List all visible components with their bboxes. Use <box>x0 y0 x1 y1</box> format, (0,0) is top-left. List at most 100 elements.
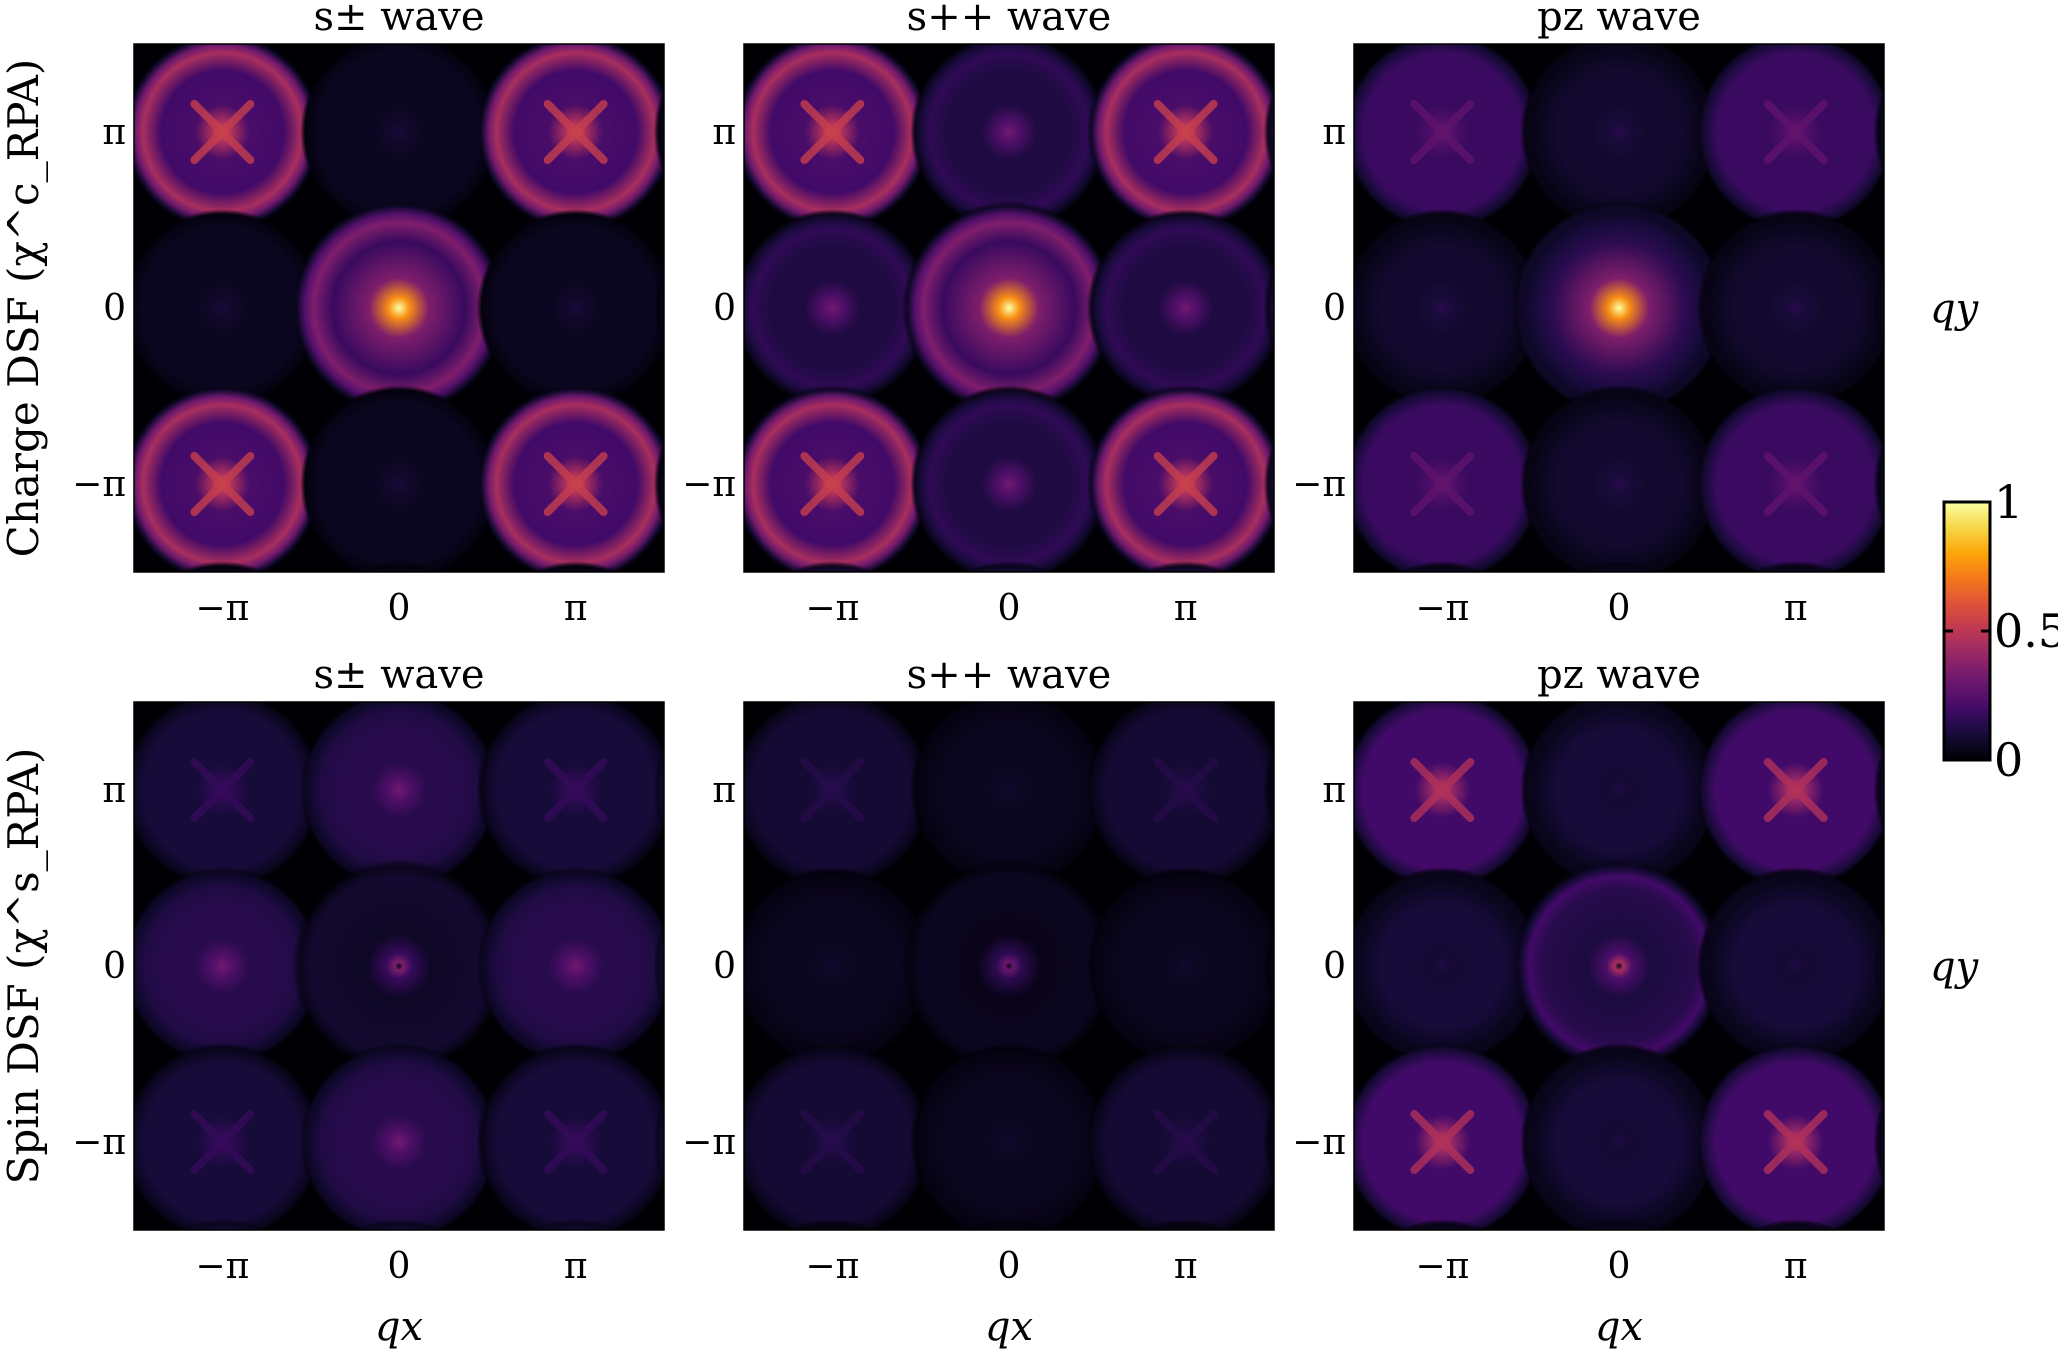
edge-peak <box>530 561 621 572</box>
edge-peak <box>1520 44 1718 231</box>
zone-peak <box>0 561 145 759</box>
panel-title: s++ wave <box>907 0 1112 40</box>
panel-frame <box>133 701 665 1231</box>
y-tick-label: π <box>712 112 736 153</box>
y-tick-label: −π <box>1292 1122 1346 1163</box>
edge-peak <box>1140 1219 1231 1230</box>
edge-peak <box>653 745 664 835</box>
center-peak <box>292 859 506 1073</box>
heatmap-panel-0-0 <box>0 0 665 759</box>
x-axis-label: qx <box>1595 1304 1643 1350</box>
y-tick-label: 0 <box>103 288 126 329</box>
edge-peak <box>910 44 1108 231</box>
edge-peak <box>1520 1043 1718 1230</box>
corner-cross <box>800 100 865 164</box>
panel-frame <box>1353 43 1885 573</box>
edge-peak <box>476 867 664 1065</box>
panel-title: pz wave <box>1537 0 1701 40</box>
zone-peak <box>0 0 145 55</box>
edge-peak <box>1263 439 1274 529</box>
edge-peak <box>1873 87 1884 177</box>
y-axis-label: qy <box>1930 286 1980 332</box>
zone-peak <box>353 561 445 572</box>
edge-peak <box>1520 702 1718 889</box>
colorbar-tick-label: 0 <box>1994 733 2023 787</box>
edge-peak <box>653 439 664 529</box>
edge-peak <box>744 867 932 1065</box>
edge-peak <box>1750 561 1841 572</box>
corner-cross <box>800 452 865 516</box>
edge-peak <box>134 209 322 407</box>
edge-peak <box>910 1043 1108 1230</box>
edge-peak <box>300 702 498 889</box>
edge-peak <box>1263 745 1274 835</box>
corner-cross <box>1410 452 1475 516</box>
edge-peak <box>1696 209 1884 407</box>
zone-peak <box>353 1219 445 1230</box>
edge-peak <box>177 561 268 572</box>
x-tick-label: −π <box>805 588 859 629</box>
center-peak <box>1512 201 1726 415</box>
edge-peak <box>744 209 932 407</box>
center-peak <box>902 201 1116 415</box>
center-peak <box>1512 859 1726 1073</box>
row-label: Charge DSF (χ^c_RPA) <box>0 59 48 558</box>
corner-cross <box>1153 1110 1218 1174</box>
zone-peak <box>0 1219 145 1351</box>
panel-frame <box>133 43 665 573</box>
y-tick-label: 0 <box>713 946 736 987</box>
colorbar-tick-label: 0.5 <box>1994 604 2058 658</box>
center-peak <box>292 201 506 415</box>
zone-peak <box>1263 263 1274 353</box>
panel-title: pz wave <box>1537 652 1701 698</box>
corner-cross <box>1763 452 1828 516</box>
y-tick-label: π <box>712 770 736 811</box>
edge-peak <box>1520 385 1718 572</box>
corner-cross <box>1763 100 1828 164</box>
x-tick-label: π <box>1174 588 1198 629</box>
edge-peak <box>300 44 498 231</box>
corner-cross <box>800 1110 865 1174</box>
edge-peak <box>134 867 322 1065</box>
y-tick-label: π <box>102 770 126 811</box>
corner-cross <box>1153 758 1218 822</box>
heatmap-panel-0-2 <box>1353 0 2058 573</box>
panel-title: s± wave <box>313 652 484 698</box>
corner-cross <box>800 758 865 822</box>
edge-peak <box>1354 209 1542 407</box>
y-tick-label: π <box>102 112 126 153</box>
zone-peak <box>1873 0 2058 55</box>
x-tick-label: π <box>1784 1246 1808 1287</box>
corner-cross <box>1410 758 1475 822</box>
heatmap-panel-1-0 <box>0 701 665 1351</box>
corner-cross <box>1410 100 1475 164</box>
y-tick-label: −π <box>72 464 126 505</box>
axis-labels: s± wave −π 0 π π 0 −π s++ wave −π 0 π π 0 −π pz wave −π… <box>0 0 1980 1350</box>
y-tick-label: π <box>1322 112 1346 153</box>
edge-peak <box>1263 1097 1274 1187</box>
edge-peak <box>1086 209 1274 407</box>
row-label: Spin DSF (χ^s_RPA) <box>0 748 48 1185</box>
edge-peak <box>1086 867 1274 1065</box>
panel-frame <box>1353 701 1885 1231</box>
y-axis-label: qy <box>1930 944 1980 990</box>
x-tick-label: 0 <box>388 1246 411 1287</box>
y-tick-label: 0 <box>103 946 126 987</box>
edge-peak <box>653 1097 664 1187</box>
panel-title: s± wave <box>313 0 484 40</box>
edge-peak <box>1397 1219 1488 1230</box>
edge-peak <box>1397 561 1488 572</box>
zone-peak <box>963 1219 1055 1230</box>
panel-frame <box>743 701 1275 1231</box>
x-tick-label: 0 <box>1608 1246 1631 1287</box>
zone-peak <box>1573 1219 1665 1230</box>
x-tick-label: 0 <box>998 1246 1021 1287</box>
zone-peak <box>1873 1219 2058 1351</box>
corner-cross <box>190 758 255 822</box>
corner-cross <box>190 1110 255 1174</box>
center-peak <box>902 859 1116 1073</box>
edge-peak <box>177 1219 268 1230</box>
corner-cross <box>543 452 608 516</box>
x-tick-label: −π <box>805 1246 859 1287</box>
edge-peak <box>1873 1097 1884 1187</box>
